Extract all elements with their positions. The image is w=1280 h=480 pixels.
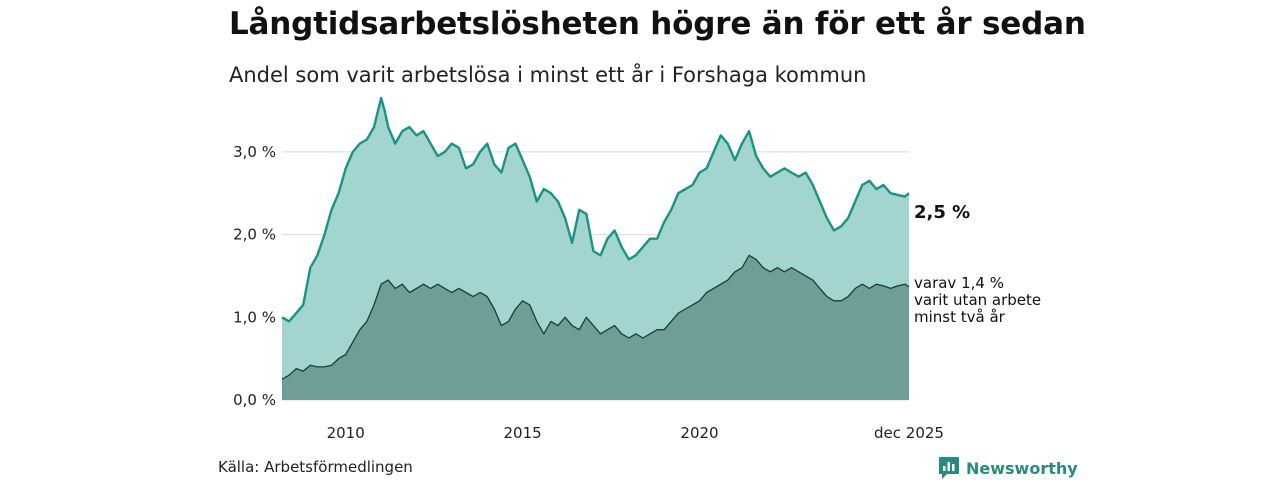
end-label-long-term: 2,5 % <box>914 202 970 223</box>
chart-title: Långtidsarbetslösheten högre än för ett … <box>229 6 1086 42</box>
end-label-line-2: varit utan arbete <box>914 291 1041 309</box>
y-tick-label: 1,0 % <box>233 308 276 326</box>
line-unemployed-two-years <box>281 254 910 380</box>
x-tick-label: 2010 <box>327 424 365 442</box>
line-long-term-unemployed <box>281 96 910 323</box>
brand-name: Newsworthy <box>966 458 1078 478</box>
x-axis-ticks: 2010 2015 2020 dec 2025 <box>327 424 944 442</box>
area-unemployed-two-years <box>282 255 909 400</box>
y-axis-ticks: 0,0 % 1,0 % 2,0 % 3,0 % <box>233 143 276 409</box>
chart-subtitle: Andel som varit arbetslösa i minst ett å… <box>229 63 867 87</box>
brand-logo: Newsworthy <box>938 456 1078 480</box>
end-label-line-3: minst två år <box>914 308 1006 326</box>
newsworthy-logo-icon <box>939 457 959 479</box>
end-label-two-years: varav 1,4 % varit utan arbete minst två … <box>914 274 1041 326</box>
x-tick-label: 2020 <box>680 424 718 442</box>
y-tick-label: 2,0 % <box>233 226 276 244</box>
y-tick-label: 3,0 % <box>233 143 276 161</box>
x-tick-label: 2015 <box>504 424 542 442</box>
x-tick-label: dec 2025 <box>874 424 944 442</box>
source-note: Källa: Arbetsförmedlingen <box>218 458 413 476</box>
y-tick-label: 0,0 % <box>233 391 276 409</box>
end-label-line-1: varav 1,4 % <box>914 274 1004 292</box>
